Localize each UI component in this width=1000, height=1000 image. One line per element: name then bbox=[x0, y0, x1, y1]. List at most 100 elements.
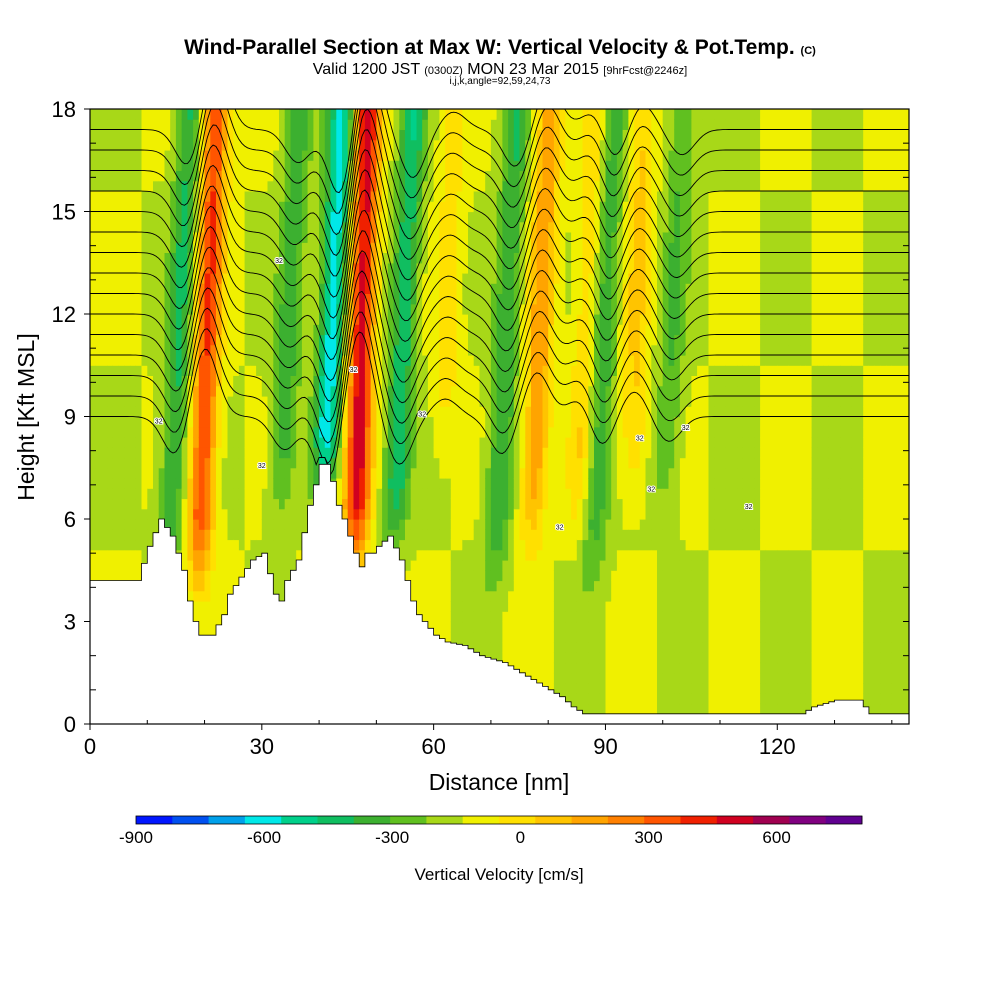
w-cell bbox=[313, 191, 320, 202]
w-cell bbox=[364, 498, 372, 510]
w-cell bbox=[221, 273, 228, 284]
w-cell bbox=[376, 180, 383, 192]
w-cell bbox=[238, 385, 246, 397]
w-cell bbox=[347, 324, 354, 336]
w-cell bbox=[158, 447, 165, 459]
w-cell bbox=[216, 560, 223, 571]
w-cell bbox=[187, 211, 194, 223]
w-cell bbox=[502, 519, 509, 530]
w-cell bbox=[95, 221, 102, 233]
w-cell bbox=[256, 478, 263, 489]
w-cell bbox=[536, 365, 543, 376]
w-cell bbox=[112, 201, 120, 213]
w-cell bbox=[462, 478, 469, 489]
w-cell bbox=[279, 355, 286, 366]
w-cell bbox=[342, 119, 349, 130]
w-cell bbox=[502, 580, 509, 592]
w-cell bbox=[233, 160, 240, 171]
w-cell bbox=[410, 252, 417, 264]
w-cell bbox=[210, 396, 217, 407]
w-cell bbox=[376, 191, 383, 202]
w-cell bbox=[164, 283, 171, 294]
w-cell bbox=[175, 170, 183, 182]
w-cell bbox=[227, 139, 234, 151]
w-cell bbox=[193, 344, 200, 356]
w-cell bbox=[468, 611, 475, 623]
w-cell bbox=[462, 201, 469, 213]
w-cell bbox=[221, 180, 228, 192]
w-cell bbox=[422, 211, 429, 223]
w-cell bbox=[193, 488, 200, 500]
w-cell bbox=[502, 180, 509, 192]
w-cell bbox=[525, 293, 532, 305]
w-cell bbox=[445, 488, 452, 500]
w-cell bbox=[347, 232, 354, 243]
w-cell bbox=[261, 211, 269, 223]
w-cell bbox=[256, 457, 263, 469]
w-cell bbox=[485, 324, 492, 336]
w-cell bbox=[130, 293, 137, 305]
w-cell bbox=[319, 426, 326, 438]
w-cell bbox=[468, 416, 475, 428]
w-cell bbox=[124, 519, 131, 530]
w-cell bbox=[456, 119, 463, 130]
w-cell bbox=[181, 416, 188, 428]
w-cell bbox=[118, 426, 125, 438]
w-cell bbox=[364, 150, 372, 161]
w-cell bbox=[410, 529, 417, 541]
w-cell bbox=[147, 324, 154, 336]
w-cell bbox=[513, 252, 521, 264]
w-cell bbox=[525, 611, 532, 623]
w-cell bbox=[233, 539, 240, 551]
w-cell bbox=[227, 324, 234, 336]
w-cell bbox=[135, 467, 143, 479]
w-cell bbox=[525, 478, 532, 489]
w-cell bbox=[198, 529, 206, 541]
w-cell bbox=[181, 150, 188, 161]
w-cell bbox=[490, 631, 498, 643]
w-cell bbox=[456, 150, 463, 161]
w-cell bbox=[479, 416, 486, 428]
w-cell bbox=[267, 488, 274, 500]
w-cell bbox=[536, 232, 543, 243]
w-cell bbox=[95, 355, 102, 366]
w-cell bbox=[238, 109, 246, 120]
w-cell bbox=[508, 529, 515, 541]
w-cell bbox=[204, 406, 211, 418]
w-cell bbox=[175, 396, 183, 407]
w-cell bbox=[422, 160, 429, 171]
w-cell bbox=[439, 344, 446, 356]
w-cell bbox=[267, 365, 274, 376]
w-cell bbox=[410, 570, 417, 582]
w-cell bbox=[513, 283, 521, 294]
w-cell bbox=[473, 457, 480, 469]
w-cell bbox=[410, 314, 417, 325]
w-cell bbox=[387, 139, 395, 151]
w-cell bbox=[296, 324, 303, 336]
w-cell bbox=[135, 375, 143, 387]
w-cell bbox=[261, 129, 269, 141]
w-cell bbox=[456, 375, 463, 387]
w-cell bbox=[399, 355, 406, 366]
w-cell bbox=[399, 488, 406, 500]
w-cell bbox=[330, 109, 337, 120]
w-cell bbox=[513, 539, 521, 551]
w-cell bbox=[427, 109, 435, 120]
w-cell bbox=[553, 232, 561, 243]
w-cell bbox=[353, 324, 360, 336]
w-cell bbox=[559, 478, 566, 489]
w-cell bbox=[261, 262, 269, 274]
w-cell bbox=[531, 580, 538, 592]
w-cell bbox=[296, 508, 303, 520]
w-cell bbox=[313, 478, 320, 489]
w-cell bbox=[187, 406, 194, 418]
w-cell bbox=[130, 273, 137, 284]
w-cell bbox=[542, 611, 549, 623]
w-cell bbox=[147, 232, 154, 243]
w-cell bbox=[130, 283, 137, 294]
w-cell bbox=[364, 385, 372, 397]
w-cell bbox=[187, 478, 194, 489]
w-cell bbox=[107, 457, 114, 469]
w-cell bbox=[267, 549, 274, 561]
w-cell bbox=[135, 129, 143, 141]
